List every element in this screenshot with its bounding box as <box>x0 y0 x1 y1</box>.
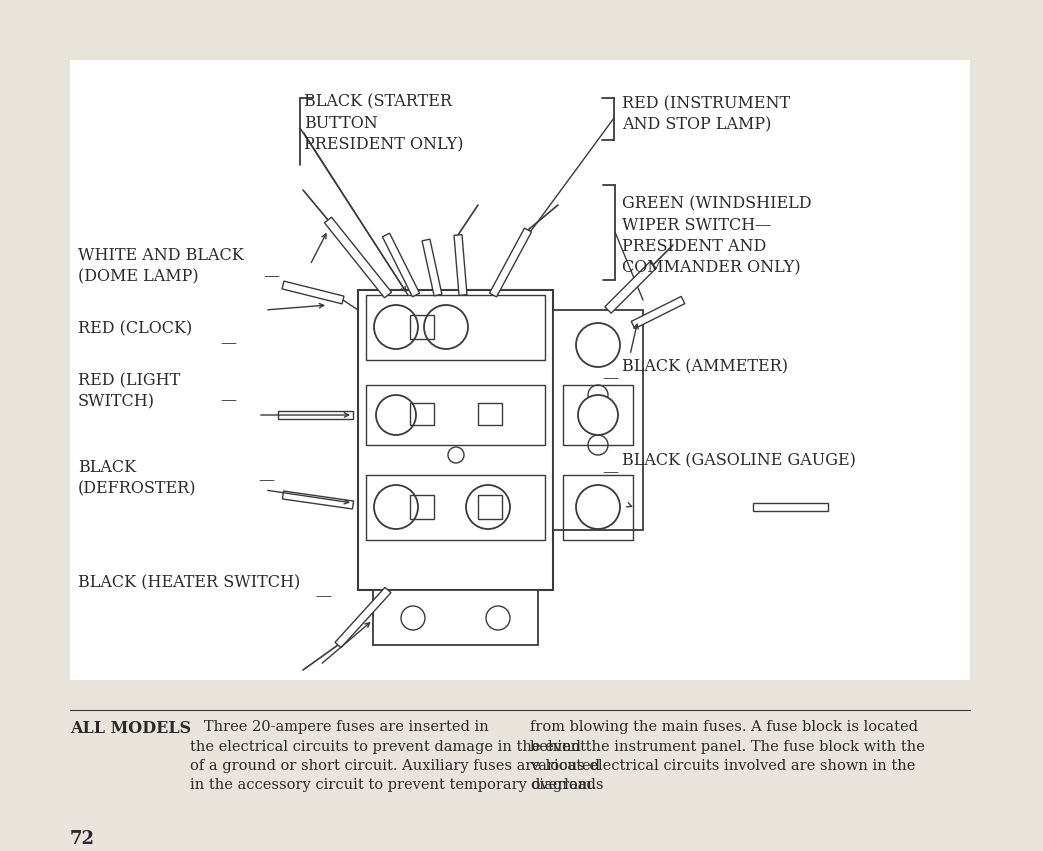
Polygon shape <box>324 217 391 298</box>
Text: ALL MODELS: ALL MODELS <box>70 720 191 737</box>
Bar <box>366 295 545 360</box>
Text: Three 20-ampere fuses are inserted in
the electrical circuits to prevent damage : Three 20-ampere fuses are inserted in th… <box>190 720 604 792</box>
Bar <box>410 495 434 519</box>
Polygon shape <box>454 235 467 295</box>
Circle shape <box>374 485 418 529</box>
Polygon shape <box>282 281 344 304</box>
Circle shape <box>448 447 464 463</box>
Text: BLACK (HEATER SWITCH): BLACK (HEATER SWITCH) <box>78 574 300 591</box>
Text: RED (CLOCK): RED (CLOCK) <box>78 320 192 337</box>
Bar <box>553 310 642 530</box>
Bar <box>478 403 502 425</box>
Bar <box>410 403 434 425</box>
Bar <box>373 590 538 645</box>
Polygon shape <box>283 491 354 509</box>
Bar <box>358 290 553 590</box>
Text: GREEN (WINDSHIELD
WIPER SWITCH—
PRESIDENT AND
COMMANDER ONLY): GREEN (WINDSHIELD WIPER SWITCH— PRESIDEN… <box>622 195 811 277</box>
Text: —: — <box>220 335 236 352</box>
Bar <box>410 315 434 339</box>
Text: RED (INSTRUMENT
AND STOP LAMP): RED (INSTRUMENT AND STOP LAMP) <box>622 95 791 134</box>
Text: BLACK (GASOLINE GAUGE): BLACK (GASOLINE GAUGE) <box>622 452 856 469</box>
Polygon shape <box>489 228 532 297</box>
Circle shape <box>576 485 620 529</box>
Bar <box>478 495 502 519</box>
Bar <box>366 385 545 445</box>
Circle shape <box>425 305 468 349</box>
Text: —: — <box>315 588 331 605</box>
Circle shape <box>375 395 416 435</box>
Circle shape <box>588 435 608 455</box>
Text: —: — <box>602 370 618 387</box>
Text: BLACK (STARTER
BUTTON
PRESIDENT ONLY): BLACK (STARTER BUTTON PRESIDENT ONLY) <box>304 93 463 153</box>
Circle shape <box>588 385 608 405</box>
Polygon shape <box>278 411 353 419</box>
Text: from blowing the main fuses. A fuse block is located
behind the instrument panel: from blowing the main fuses. A fuse bloc… <box>530 720 925 792</box>
Text: WHITE AND BLACK
(DOME LAMP): WHITE AND BLACK (DOME LAMP) <box>78 247 244 286</box>
Bar <box>70 60 970 680</box>
Circle shape <box>588 410 608 430</box>
Circle shape <box>466 485 510 529</box>
Polygon shape <box>631 296 685 328</box>
Polygon shape <box>422 239 442 296</box>
Polygon shape <box>383 233 419 297</box>
Text: RED (LIGHT
SWITCH): RED (LIGHT SWITCH) <box>78 372 180 410</box>
Bar <box>563 475 633 540</box>
Polygon shape <box>753 503 828 511</box>
Polygon shape <box>605 262 656 313</box>
Text: 72: 72 <box>70 830 95 848</box>
Circle shape <box>374 305 418 349</box>
Circle shape <box>576 323 620 367</box>
Text: —: — <box>263 268 280 285</box>
Text: BLACK
(DEFROSTER): BLACK (DEFROSTER) <box>78 459 196 498</box>
Text: —: — <box>220 392 236 409</box>
Bar <box>366 475 545 540</box>
Bar <box>563 385 633 445</box>
Circle shape <box>578 395 618 435</box>
Circle shape <box>486 606 510 630</box>
Text: —: — <box>258 472 274 489</box>
Text: BLACK (AMMETER): BLACK (AMMETER) <box>622 358 789 375</box>
Circle shape <box>401 606 425 630</box>
Text: —: — <box>602 464 618 481</box>
Polygon shape <box>335 587 391 648</box>
